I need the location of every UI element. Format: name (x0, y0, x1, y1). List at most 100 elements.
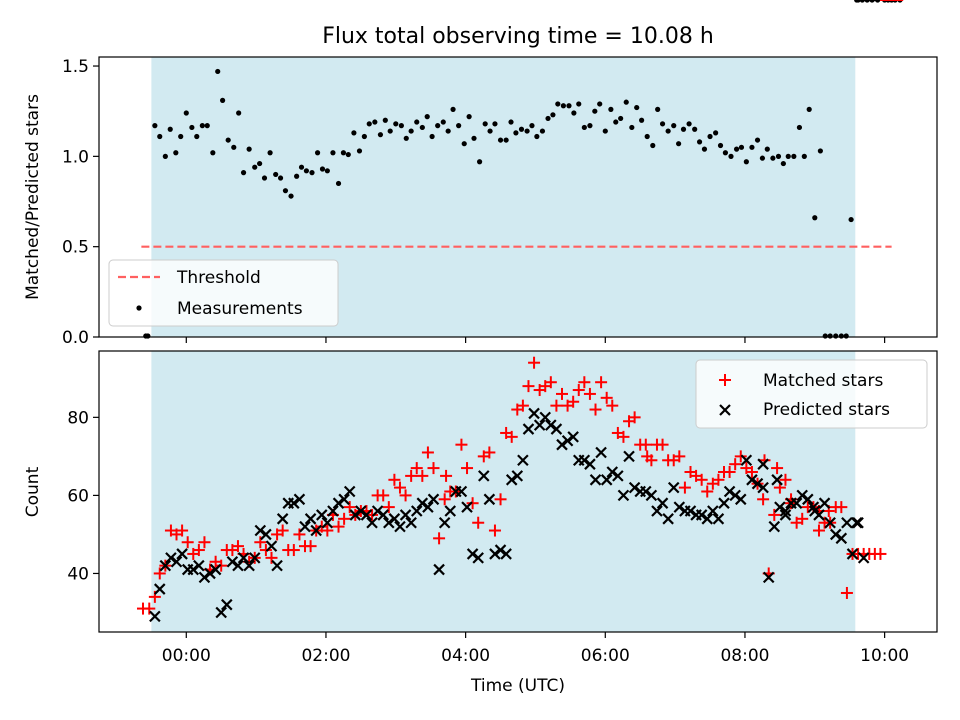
matched-point (516, 399, 529, 412)
predicted-point (651, 505, 663, 517)
measurement-point (356, 148, 363, 154)
predicted-point (248, 552, 261, 564)
top-axes-frame (98, 56, 938, 338)
measurement-point (650, 142, 656, 149)
measurement-point (157, 133, 163, 140)
matched-point (405, 469, 418, 482)
measurement-point (796, 124, 803, 131)
predicted-point (500, 548, 512, 560)
predicted-point (751, 477, 764, 490)
measurement-point (671, 123, 677, 129)
predicted-point (299, 520, 311, 533)
predicted-point (444, 505, 457, 517)
measurement-point (749, 144, 755, 150)
measurement-point (257, 160, 263, 167)
measurement-point (183, 110, 189, 116)
measurement-point (236, 110, 242, 116)
matched-point (231, 540, 244, 553)
predicted-point (153, 583, 166, 595)
y-tick-label: 0.5 (62, 238, 89, 258)
predicted-point (243, 559, 255, 572)
y-tick-label: 40 (67, 564, 89, 584)
measurement-point (492, 121, 498, 127)
predicted-point (550, 423, 563, 435)
matched-point (695, 473, 708, 486)
predicted-point (768, 520, 781, 533)
measurement-point (261, 175, 268, 181)
predicted-point (237, 552, 250, 564)
measurement-point (754, 137, 761, 143)
y-tick-label: 1.5 (62, 57, 89, 77)
measurement-point (644, 133, 650, 140)
matched-point (768, 508, 781, 521)
predicted-point (656, 497, 669, 509)
measurement-point (503, 137, 509, 143)
legend-matched-label: Matched stars (763, 371, 883, 391)
matched-point (835, 501, 848, 514)
predicted-point (578, 454, 591, 467)
predicted-point (165, 552, 177, 564)
measurement-point (743, 159, 749, 165)
predicted-point (315, 509, 328, 521)
measurement-point (189, 124, 195, 131)
predicted-point (545, 419, 557, 431)
matched-point (567, 395, 580, 408)
predicted-point (617, 489, 630, 502)
measurement-point (639, 117, 645, 123)
matched-point (176, 524, 189, 537)
y-tick-label: 80 (67, 408, 89, 428)
measurement-point (445, 128, 451, 134)
predicted-point (600, 474, 613, 486)
measurement-point (576, 101, 582, 107)
predicted-point (254, 524, 267, 537)
measurement-point (859, 0, 865, 3)
x-tick-label: 02:00 (301, 646, 350, 666)
matched-point (440, 469, 453, 482)
x-tick-label: 04:00 (441, 646, 490, 666)
predicted-point (841, 516, 853, 529)
measurement-point (838, 333, 844, 339)
measurement-point (215, 68, 221, 75)
x-tick-label: 10:00 (860, 646, 909, 666)
measurement-point (733, 146, 740, 152)
matched-point (757, 493, 770, 506)
matched-point (366, 508, 379, 521)
predicted-point (410, 505, 423, 517)
measurement-point (518, 126, 525, 132)
predicted-point (734, 493, 747, 506)
predicted-point (723, 485, 736, 498)
matched-point (578, 376, 591, 389)
matched-point (678, 481, 691, 494)
measurement-point (529, 123, 535, 129)
predicted-point (662, 513, 674, 525)
x-tick-label: 00:00 (162, 646, 211, 666)
measurement-point (629, 124, 635, 131)
measurement-point (602, 128, 608, 134)
predicted-point (673, 501, 686, 513)
measurement-point (294, 173, 300, 179)
measurement-point (450, 106, 456, 112)
measurement-point (466, 114, 472, 120)
measurement-point (240, 170, 247, 176)
measurement-point (173, 150, 179, 156)
measurement-point (560, 103, 566, 109)
matched-point (382, 501, 395, 514)
matched-point (343, 501, 356, 514)
matched-point (617, 430, 630, 443)
legend-measurement-swatch (136, 305, 142, 311)
y-tick-label: 1.0 (62, 147, 89, 167)
measurement-point (581, 124, 587, 131)
measurement-point (273, 171, 279, 178)
predicted-point (517, 454, 529, 467)
bottom-legend-box (695, 359, 928, 429)
top-panel: 0.0 0.5 1.0 1.5 Matched/Predicted stars Thr… (23, 0, 938, 348)
measurement-point (770, 155, 776, 161)
predicted-point (394, 520, 406, 533)
measurement-point (330, 150, 336, 156)
measurement-point (309, 170, 315, 176)
predicted-point (405, 516, 417, 529)
legend-matched-swatch (719, 374, 731, 386)
measurement-point (680, 126, 687, 132)
predicted-point (595, 446, 607, 459)
